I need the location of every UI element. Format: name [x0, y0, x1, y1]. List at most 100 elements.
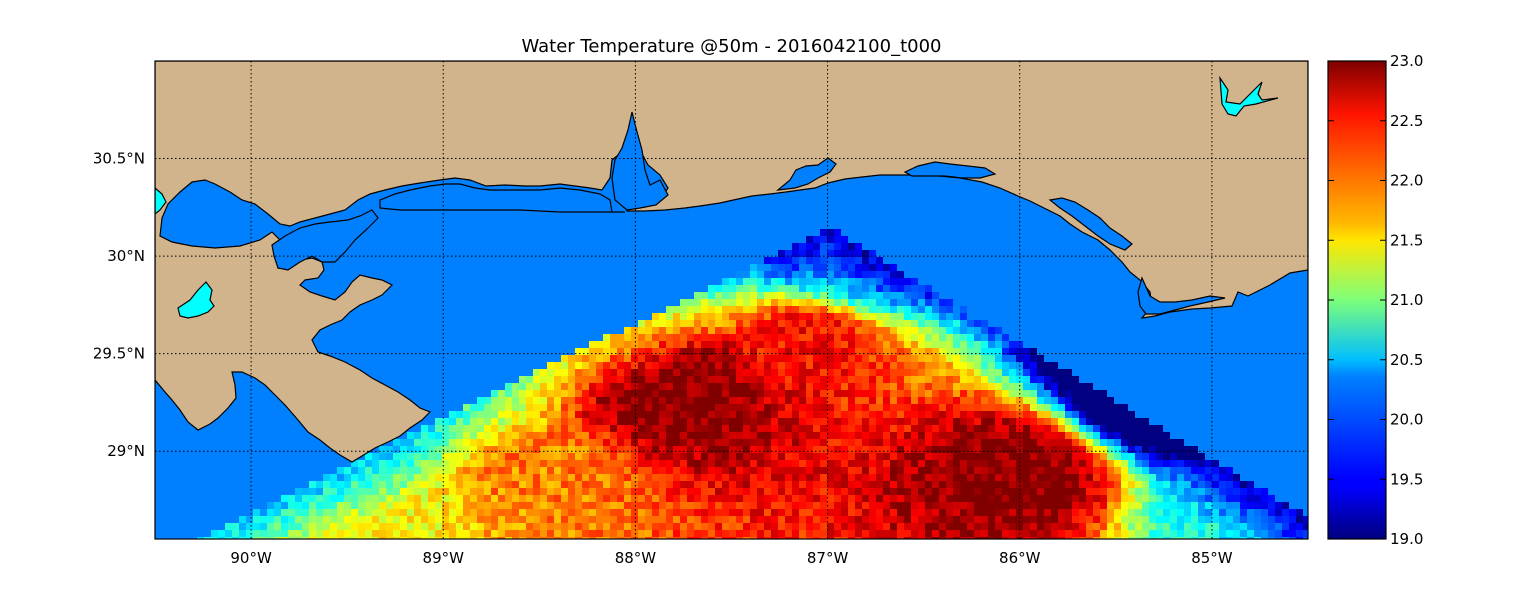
temperature-cell — [771, 376, 778, 383]
temperature-cell — [694, 432, 701, 439]
temperature-cell — [1100, 418, 1107, 425]
temperature-cell — [904, 306, 911, 313]
temperature-cell — [442, 530, 449, 537]
temperature-cell — [855, 474, 862, 481]
temperature-cell — [617, 516, 624, 523]
temperature-cell — [841, 313, 848, 320]
temperature-cell — [617, 425, 624, 432]
temperature-cell — [1030, 348, 1037, 355]
temperature-cell — [1072, 523, 1079, 530]
temperature-cell — [1184, 523, 1191, 530]
temperature-cell — [687, 404, 694, 411]
temperature-cell — [757, 481, 764, 488]
temperature-cell — [589, 453, 596, 460]
temperature-cell — [869, 313, 876, 320]
temperature-cell — [344, 467, 351, 474]
temperature-cell — [1009, 390, 1016, 397]
temperature-cell — [946, 516, 953, 523]
temperature-cell — [1030, 418, 1037, 425]
temperature-cell — [974, 509, 981, 516]
temperature-cell — [673, 460, 680, 467]
temperature-cell — [463, 481, 470, 488]
temperature-cell — [617, 481, 624, 488]
temperature-cell — [624, 418, 631, 425]
temperature-cell — [526, 404, 533, 411]
temperature-cell — [701, 383, 708, 390]
temperature-cell — [778, 341, 785, 348]
temperature-cell — [855, 425, 862, 432]
temperature-cell — [680, 474, 687, 481]
temperature-cell — [1002, 502, 1009, 509]
temperature-cell — [862, 334, 869, 341]
temperature-cell — [855, 418, 862, 425]
temperature-cell — [785, 411, 792, 418]
temperature-cell — [1275, 502, 1282, 509]
temperature-cell — [806, 530, 813, 537]
temperature-cell — [820, 257, 827, 264]
temperature-cell — [1156, 523, 1163, 530]
temperature-cell — [498, 523, 505, 530]
temperature-cell — [617, 397, 624, 404]
temperature-cell — [407, 432, 414, 439]
temperature-cell — [1058, 509, 1065, 516]
temperature-cell — [841, 299, 848, 306]
temperature-cell — [568, 495, 575, 502]
temperature-cell — [547, 425, 554, 432]
temperature-cell — [638, 404, 645, 411]
temperature-cell — [533, 502, 540, 509]
temperature-cell — [1135, 516, 1142, 523]
temperature-cell — [932, 369, 939, 376]
temperature-cell — [547, 432, 554, 439]
temperature-cell — [932, 404, 939, 411]
temperature-cell — [673, 537, 680, 539]
temperature-cell — [764, 397, 771, 404]
temperature-cell — [414, 537, 421, 539]
temperature-cell — [750, 530, 757, 537]
temperature-cell — [995, 523, 1002, 530]
temperature-cell — [771, 460, 778, 467]
temperature-cell — [1261, 523, 1268, 530]
temperature-cell — [799, 495, 806, 502]
temperature-cell — [638, 432, 645, 439]
temperature-cell — [876, 509, 883, 516]
temperature-cell — [848, 313, 855, 320]
temperature-cell — [1142, 509, 1149, 516]
temperature-cell — [820, 411, 827, 418]
temperature-cell — [407, 495, 414, 502]
temperature-cell — [512, 390, 519, 397]
temperature-cell — [253, 509, 260, 516]
temperature-cell — [554, 376, 561, 383]
temperature-cell — [939, 376, 946, 383]
temperature-cell — [372, 453, 379, 460]
temperature-cell — [631, 509, 638, 516]
temperature-cell — [484, 488, 491, 495]
temperature-cell — [925, 313, 932, 320]
temperature-cell — [876, 271, 883, 278]
temperature-cell — [512, 495, 519, 502]
temperature-cell — [575, 460, 582, 467]
temperature-cell — [918, 334, 925, 341]
temperature-cell — [659, 467, 666, 474]
temperature-cell — [953, 460, 960, 467]
temperature-cell — [1065, 411, 1072, 418]
temperature-cell — [666, 369, 673, 376]
temperature-cell — [1128, 446, 1135, 453]
temperature-cell — [1121, 523, 1128, 530]
temperature-cell — [372, 509, 379, 516]
temperature-cell — [484, 411, 491, 418]
temperature-cell — [806, 327, 813, 334]
temperature-cell — [372, 516, 379, 523]
temperature-cell — [1044, 390, 1051, 397]
temperature-cell — [855, 453, 862, 460]
temperature-cell — [1149, 516, 1156, 523]
temperature-cell — [1079, 467, 1086, 474]
temperature-cell — [246, 516, 253, 523]
temperature-cell — [428, 453, 435, 460]
temperature-cell — [904, 348, 911, 355]
temperature-cell — [764, 278, 771, 285]
temperature-cell — [848, 327, 855, 334]
temperature-cell — [911, 376, 918, 383]
temperature-cell — [939, 306, 946, 313]
temperature-cell — [680, 299, 687, 306]
temperature-cell — [995, 355, 1002, 362]
